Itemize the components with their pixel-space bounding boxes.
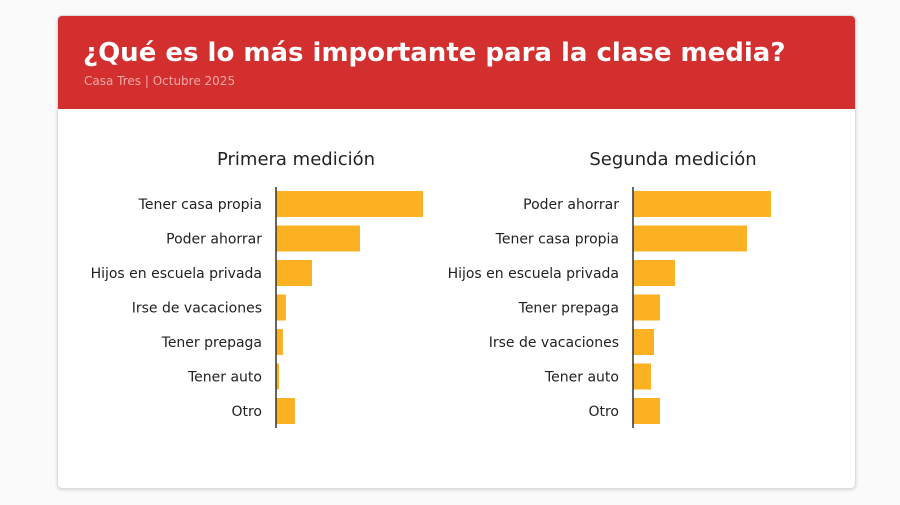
category-label: Tener auto xyxy=(187,370,262,386)
bar xyxy=(633,363,651,390)
bar xyxy=(276,191,423,217)
chart-title: Segunda medición xyxy=(589,149,756,170)
bar xyxy=(633,294,660,321)
bar xyxy=(276,363,279,390)
bar xyxy=(633,260,675,286)
category-label: Tener auto xyxy=(544,370,619,386)
category-label: Tener casa propia xyxy=(138,197,262,213)
page-title: ¿Qué es lo más importante para la clase … xyxy=(83,38,786,68)
category-label: Tener prepaga xyxy=(518,301,619,317)
bar xyxy=(276,398,295,424)
chart-card: ¿Qué es lo más importante para la clase … xyxy=(57,15,856,489)
bar xyxy=(276,294,286,321)
subtitle: Casa Tres | Octubre 2025 xyxy=(84,74,236,88)
category-label: Tener casa propia xyxy=(495,232,619,248)
category-label: Poder ahorrar xyxy=(166,232,262,248)
category-label: Hijos en escuela privada xyxy=(91,266,262,282)
bar xyxy=(276,260,312,286)
chart-title: Primera medición xyxy=(217,149,375,170)
category-label: Otro xyxy=(231,404,262,420)
header-banner: ¿Qué es lo más importante para la clase … xyxy=(58,16,855,109)
bar xyxy=(633,225,747,252)
bar xyxy=(276,329,283,355)
bar xyxy=(633,191,771,217)
bar xyxy=(276,225,360,252)
bar xyxy=(633,329,654,355)
category-label: Irse de vacaciones xyxy=(489,335,619,351)
category-label: Irse de vacaciones xyxy=(132,301,262,317)
category-label: Otro xyxy=(588,404,619,420)
category-label: Poder ahorrar xyxy=(523,197,619,213)
category-label: Tener prepaga xyxy=(161,335,262,351)
bar xyxy=(633,398,660,424)
category-label: Hijos en escuela privada xyxy=(448,266,619,282)
